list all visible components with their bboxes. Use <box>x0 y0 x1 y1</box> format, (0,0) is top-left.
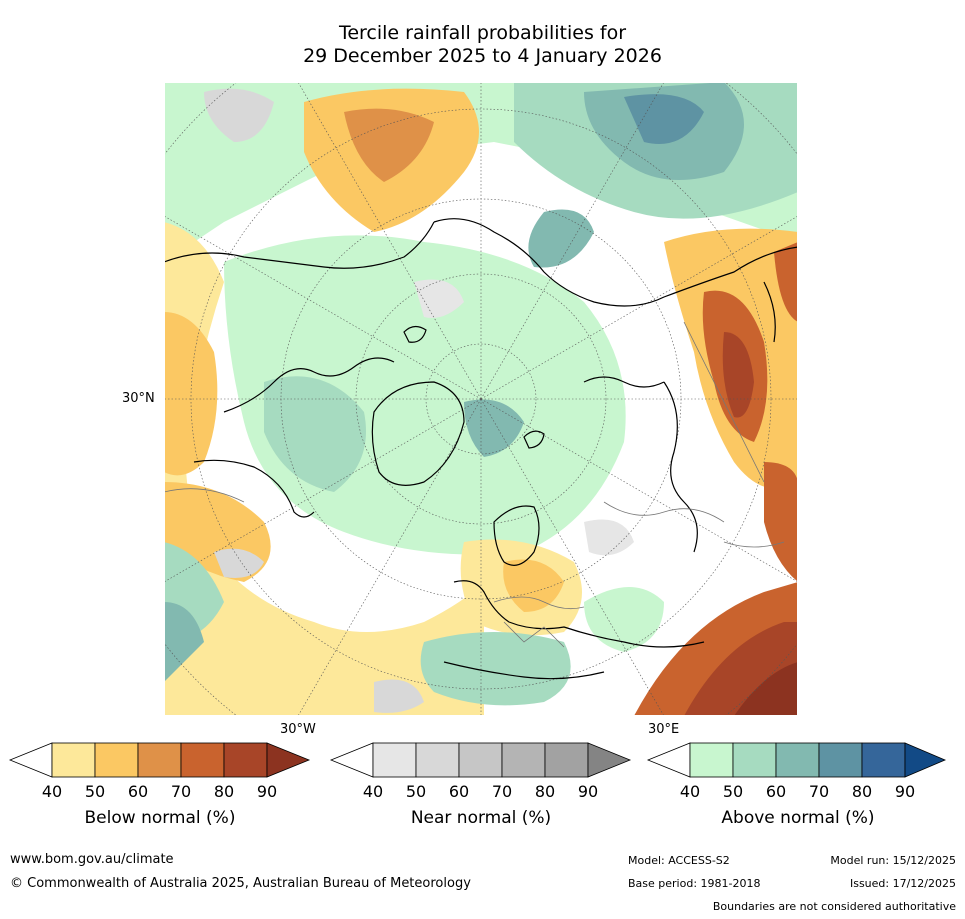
colorbar-near-svg <box>329 742 632 778</box>
footer-model: Model: ACCESS-S2 <box>628 854 730 867</box>
colorbar-above-label: Above normal (%) <box>721 808 875 828</box>
colorbar-near-cell-2 <box>415 742 460 778</box>
tick-below-70: 70 <box>170 782 192 801</box>
lon-label-30w: 30°W <box>280 722 316 737</box>
region-above-greenland-w <box>264 376 366 492</box>
tick-near-80: 80 <box>534 782 556 801</box>
colorbar-above-cell-2 <box>732 742 777 778</box>
region-above-sw-dark <box>164 602 204 682</box>
tick-above-90: 90 <box>894 782 916 801</box>
colorbar-below-cell-4 <box>180 742 225 778</box>
tick-above-40: 40 <box>679 782 701 801</box>
region-near-e <box>584 519 634 556</box>
region-above-asia <box>528 209 594 268</box>
tick-below-90: 90 <box>256 782 278 801</box>
tick-below-60: 60 <box>127 782 149 801</box>
colorbar-above-cell-4 <box>818 742 863 778</box>
region-above-pole <box>464 399 524 457</box>
colorbar-below <box>8 742 311 778</box>
footer-url[interactable]: www.bom.gov.au/climate <box>10 852 174 867</box>
region-near-nw <box>204 88 274 142</box>
region-below-se-darkest <box>734 662 798 716</box>
probability-regions <box>164 82 798 716</box>
region-above-med <box>420 632 571 706</box>
colorbar-above-min-triangle <box>646 742 691 778</box>
colorbar-below-cell-3 <box>137 742 182 778</box>
footer-copyright: © Commonwealth of Australia 2025, Austra… <box>10 876 471 891</box>
colorbar-above-max-triangle <box>904 742 947 778</box>
tick-above-70: 70 <box>808 782 830 801</box>
region-near-sw <box>214 548 264 578</box>
chart-title: Tercile rainfall probabilities for 29 De… <box>0 22 965 68</box>
region-above-east <box>584 587 664 652</box>
colorbar-above-ticks: 40 50 60 70 80 90 <box>648 782 948 802</box>
tick-near-70: 70 <box>491 782 513 801</box>
region-below-west <box>164 222 484 716</box>
tick-below-80: 80 <box>213 782 235 801</box>
colorbar-above <box>646 742 948 778</box>
region-near-central <box>414 279 464 318</box>
colorbar-above-svg <box>646 742 947 778</box>
colorbar-below-min-triangle <box>8 742 53 778</box>
colorbar-near-label: Near normal (%) <box>410 808 552 828</box>
footer-model-run: Model run: 15/12/2025 <box>830 854 956 867</box>
title-line-1: Tercile rainfall probabilities for <box>338 22 627 44</box>
colorbar-near-cell-3 <box>458 742 503 778</box>
colorbar-near-cell-1 <box>372 742 417 778</box>
colorbar-above-cell-5 <box>861 742 906 778</box>
footer-issued: Issued: 17/12/2025 <box>849 877 956 890</box>
lon-label-30e: 30°E <box>648 722 680 737</box>
tick-above-80: 80 <box>851 782 873 801</box>
colorbar-near-cell-5 <box>544 742 589 778</box>
tick-near-40: 40 <box>362 782 384 801</box>
tick-near-50: 50 <box>405 782 427 801</box>
tick-near-60: 60 <box>448 782 470 801</box>
country-borders <box>164 321 785 648</box>
region-below-top-dark <box>344 108 434 182</box>
tick-below-50: 50 <box>84 782 106 801</box>
tick-above-60: 60 <box>765 782 787 801</box>
colorbar-above-cell-3 <box>775 742 820 778</box>
region-below-europe-mid <box>503 559 564 612</box>
region-below-west-mid <box>164 312 218 476</box>
colorbar-below-label: Below normal (%) <box>84 808 236 828</box>
footer-base-period: Base period: 1981-2018 <box>628 877 761 890</box>
colorbar-near-cell-4 <box>501 742 546 778</box>
colorbar-above-cell-1 <box>689 742 734 778</box>
colorbar-below-ticks: 40 50 60 70 80 90 <box>10 782 310 802</box>
lat-label-30n: 30°N <box>122 391 155 406</box>
colorbar-near-ticks: 40 50 60 70 80 90 <box>331 782 631 802</box>
colorbar-below-cell-2 <box>94 742 139 778</box>
colorbar-below-max-triangle <box>266 742 311 778</box>
region-below-asia-darker <box>722 332 754 418</box>
colorbar-below-svg <box>8 742 311 778</box>
graticule <box>164 82 798 716</box>
forecast-map <box>164 82 798 716</box>
footer-disclaimer: Boundaries are not considered authoritat… <box>712 900 956 913</box>
colorbar-below-cell-1 <box>51 742 96 778</box>
region-above-ne-dark <box>624 94 704 144</box>
region-below-east-edge <box>764 462 798 582</box>
colorbar-near-max-triangle <box>587 742 632 778</box>
tick-above-50: 50 <box>722 782 744 801</box>
colorbar-near-min-triangle <box>329 742 374 778</box>
title-line-2: 29 December 2025 to 4 January 2026 <box>303 45 662 67</box>
map-canvas <box>164 82 798 716</box>
colorbar-near <box>329 742 632 778</box>
tick-below-40: 40 <box>41 782 63 801</box>
colorbar-below-cell-5 <box>223 742 268 778</box>
region-near-s <box>374 679 424 713</box>
tick-near-90: 90 <box>577 782 599 801</box>
region-below-ne-edge <box>774 242 798 322</box>
